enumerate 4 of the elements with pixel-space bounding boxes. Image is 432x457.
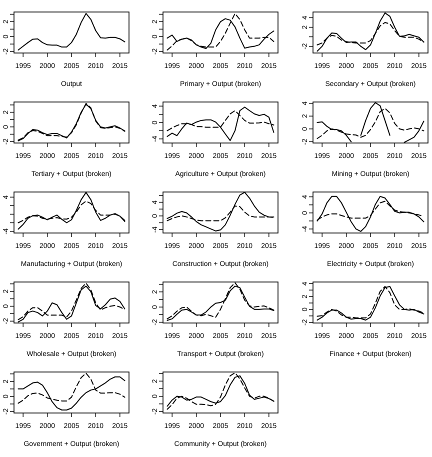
line-series xyxy=(166,12,274,51)
line-series xyxy=(166,18,274,50)
line-series xyxy=(18,12,126,51)
line-series xyxy=(18,376,126,410)
